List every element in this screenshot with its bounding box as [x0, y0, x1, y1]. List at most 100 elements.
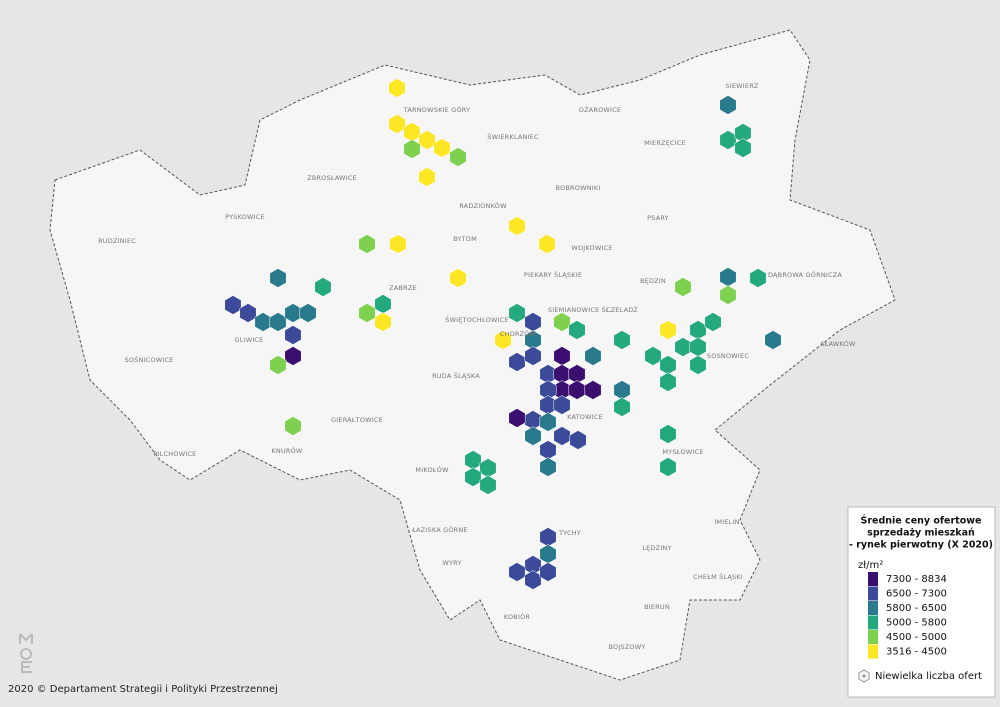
price-hex	[464, 467, 482, 487]
price-hex	[553, 395, 571, 415]
few-offers-dot	[862, 674, 866, 678]
price-hex	[538, 234, 556, 254]
place-label: ŚWIERKLANIEC	[487, 132, 539, 141]
price-hex	[674, 277, 692, 297]
price-hex	[358, 303, 376, 323]
price-hex	[388, 78, 406, 98]
legend-swatch	[868, 586, 878, 601]
price-hex	[403, 139, 421, 159]
place-label: ŁAZISKA GÓRNE	[411, 525, 468, 534]
price-hex	[269, 355, 287, 375]
legend-label: 6500 - 7300	[886, 589, 947, 600]
price-hex	[719, 95, 737, 115]
place-label: SOSNOWIEC	[707, 352, 749, 360]
price-hex	[508, 562, 526, 582]
place-label: KOBIÓR	[504, 612, 531, 621]
price-hex	[524, 426, 542, 446]
place-label: BOBROWNIKI	[556, 184, 601, 192]
legend-title: sprzedaży mieszkań	[867, 528, 975, 539]
place-label: ŚWIĘTOCHŁOWICE	[445, 315, 509, 324]
legend-label: Niewielka liczba ofert	[875, 671, 982, 682]
place-label: GIERAŁTOWICE	[331, 416, 383, 424]
place-label: SIEWIERZ	[725, 82, 759, 90]
price-hex	[539, 562, 557, 582]
legend-label: 4500 - 5000	[886, 632, 947, 643]
place-label: DĄBROWA GÓRNICZA	[768, 270, 842, 279]
price-hex	[224, 295, 242, 315]
legend-label: 5800 - 6500	[886, 603, 947, 614]
price-hex	[479, 475, 497, 495]
price-hex	[508, 303, 526, 323]
place-label: ZABRZE	[389, 284, 417, 292]
price-hex	[749, 268, 767, 288]
legend-unit: zł/m²	[858, 560, 883, 571]
price-hex	[358, 234, 376, 254]
price-hex	[284, 346, 302, 366]
place-label: BĘDZIN	[640, 277, 666, 285]
logo	[19, 633, 33, 673]
price-hex	[613, 397, 631, 417]
place-label: BOJSZOWY	[608, 643, 645, 651]
place-label: PILCHOWICE	[154, 450, 197, 458]
price-hex	[659, 320, 677, 340]
place-label: CHORZÓW	[500, 329, 537, 338]
metropolis-area	[49, 29, 896, 681]
place-label: LĘDZINY	[642, 544, 671, 552]
price-hex	[704, 312, 722, 332]
price-hex	[508, 216, 526, 236]
place-label: WOJKOWICE	[571, 244, 612, 252]
price-hex	[539, 457, 557, 477]
legend-swatch	[868, 644, 878, 659]
place-label: GLIWICE	[235, 336, 264, 344]
price-hex	[433, 138, 451, 158]
place-label: RADZIONKÓW	[459, 201, 507, 210]
place-label: ZBROSŁAWICE	[307, 174, 357, 182]
price-hex	[644, 346, 662, 366]
place-label: TYCHY	[558, 529, 581, 537]
price-hex	[449, 268, 467, 288]
price-hex	[314, 277, 332, 297]
place-label: BIERUŃ	[644, 602, 670, 611]
place-label: RUDA ŚLĄSKA	[432, 371, 480, 380]
price-hex	[269, 268, 287, 288]
price-hex	[539, 412, 557, 432]
place-label: TARNOWSKIE GÓRY	[403, 105, 471, 114]
place-label: MIERZĘCICE	[644, 139, 686, 147]
price-hex	[659, 424, 677, 444]
place-label: CHEŁM ŚLĄSKI	[693, 572, 743, 581]
price-hex	[284, 325, 302, 345]
place-label: CZELADŹ	[606, 305, 639, 314]
price-hex	[418, 167, 436, 187]
price-hex	[449, 147, 467, 167]
place-label: KNURÓW	[271, 446, 303, 455]
price-hex	[584, 380, 602, 400]
legend-swatch	[868, 630, 878, 644]
price-hex	[734, 138, 752, 158]
place-label: OŻAROWICE	[579, 105, 621, 114]
legend-swatch	[868, 572, 878, 586]
place-label: PSARY	[647, 214, 669, 222]
price-hex	[569, 430, 587, 450]
price-hex	[584, 346, 602, 366]
price-hex	[719, 285, 737, 305]
price-hex	[508, 408, 526, 428]
place-label: WYRY	[442, 559, 461, 567]
price-hex	[553, 426, 571, 446]
price-hex	[689, 355, 707, 375]
legend-label: 5000 - 5800	[886, 618, 947, 629]
legend-title: Średnie ceny ofertowe	[861, 515, 982, 527]
place-label: MIKOŁÓW	[415, 465, 449, 474]
price-hex	[613, 330, 631, 350]
price-hex	[659, 457, 677, 477]
place-label: SOŚNICOWICE	[125, 355, 174, 364]
place-label: KATOWICE	[567, 413, 603, 421]
price-hex	[659, 372, 677, 392]
place-labels: SIEWIERZ TARNOWSKIE GÓRY OŻAROWICE ŚWIERKLA…	[98, 82, 856, 651]
price-hex	[299, 303, 317, 323]
place-label: SŁAWKÓW	[820, 339, 856, 348]
legend-label: 7300 - 8834	[886, 574, 947, 585]
place-label: PYSKOWICE	[225, 213, 265, 221]
legend-label: 3516 - 4500	[886, 647, 947, 658]
price-hex	[494, 330, 512, 350]
price-hex	[764, 330, 782, 350]
